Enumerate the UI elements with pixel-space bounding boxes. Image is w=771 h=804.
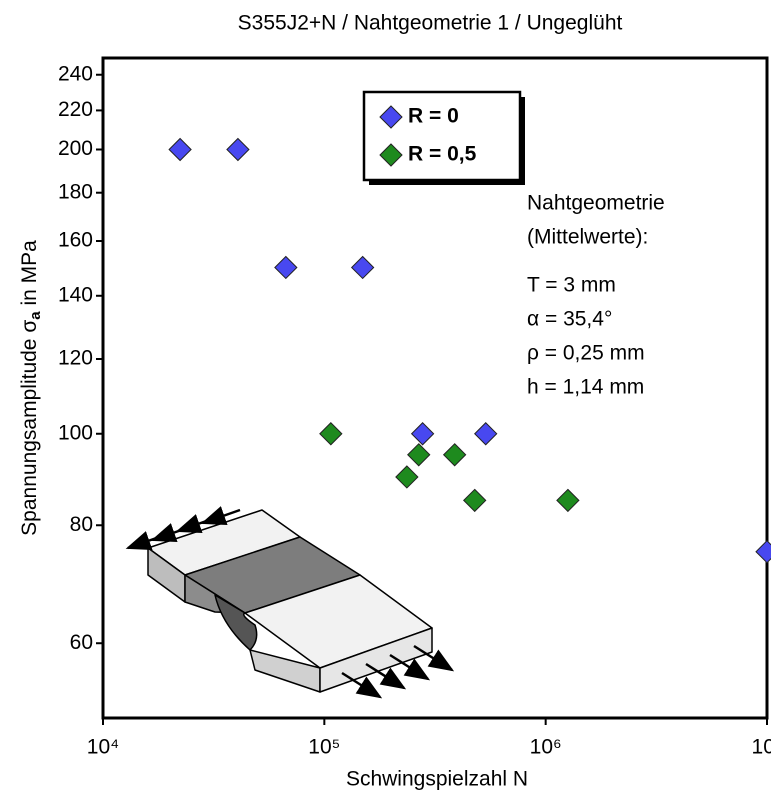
y-tick-label: 100	[58, 421, 93, 444]
legend-label: R = 0	[408, 105, 459, 128]
annotation: ρ = 0,25 mm	[527, 342, 645, 365]
y-tick-label: 140	[58, 283, 93, 306]
data-point	[463, 488, 487, 513]
annotation: α = 35,4°	[527, 308, 612, 331]
load-arrows	[125, 506, 455, 699]
x-tick-label: 10⁴	[87, 736, 119, 759]
y-tick-label: 60	[70, 631, 93, 654]
y-tick-label: 240	[58, 62, 93, 85]
chart-title: S355J2+N / Nahtgeometrie 1 / Ungeglüht	[238, 12, 623, 35]
data-point	[755, 540, 771, 564]
y-tick-label: 160	[58, 229, 93, 252]
y-tick-label: 180	[58, 180, 93, 203]
x-axis-label: Schwingspielzahl N	[346, 768, 528, 791]
data-point	[442, 443, 467, 467]
data-point	[319, 422, 343, 446]
legend-marker	[379, 143, 403, 167]
y-tick-label: 120	[58, 347, 93, 370]
annotation: (Mittelwerte):	[527, 226, 648, 249]
data-point	[395, 465, 419, 489]
y-tick-label: 200	[58, 137, 93, 160]
data-point	[474, 422, 498, 446]
data-point	[226, 137, 250, 162]
data-point	[407, 443, 431, 467]
plot-frame	[101, 56, 769, 720]
annotation: h = 1,14 mm	[527, 376, 644, 399]
legend-marker	[379, 105, 403, 129]
data-point	[556, 488, 580, 513]
y-tick-label: 80	[70, 513, 93, 536]
specimen-illustration	[147, 509, 433, 693]
legend-label: R = 0,5	[408, 143, 477, 166]
y-tick-label: 220	[58, 98, 93, 121]
data-point	[274, 255, 298, 280]
annotation: Nahtgeometrie	[527, 192, 665, 215]
data-point	[350, 255, 375, 280]
data-point	[168, 137, 192, 162]
x-tick-label: 10⁷	[752, 736, 771, 759]
annotation: T = 3 mm	[527, 274, 616, 297]
x-tick-label: 10⁵	[308, 736, 340, 759]
y-axis-label: Spannungsamplitude σa in MPa	[18, 240, 44, 536]
x-tick-label: 10⁶	[530, 736, 562, 759]
data-point	[410, 422, 435, 446]
